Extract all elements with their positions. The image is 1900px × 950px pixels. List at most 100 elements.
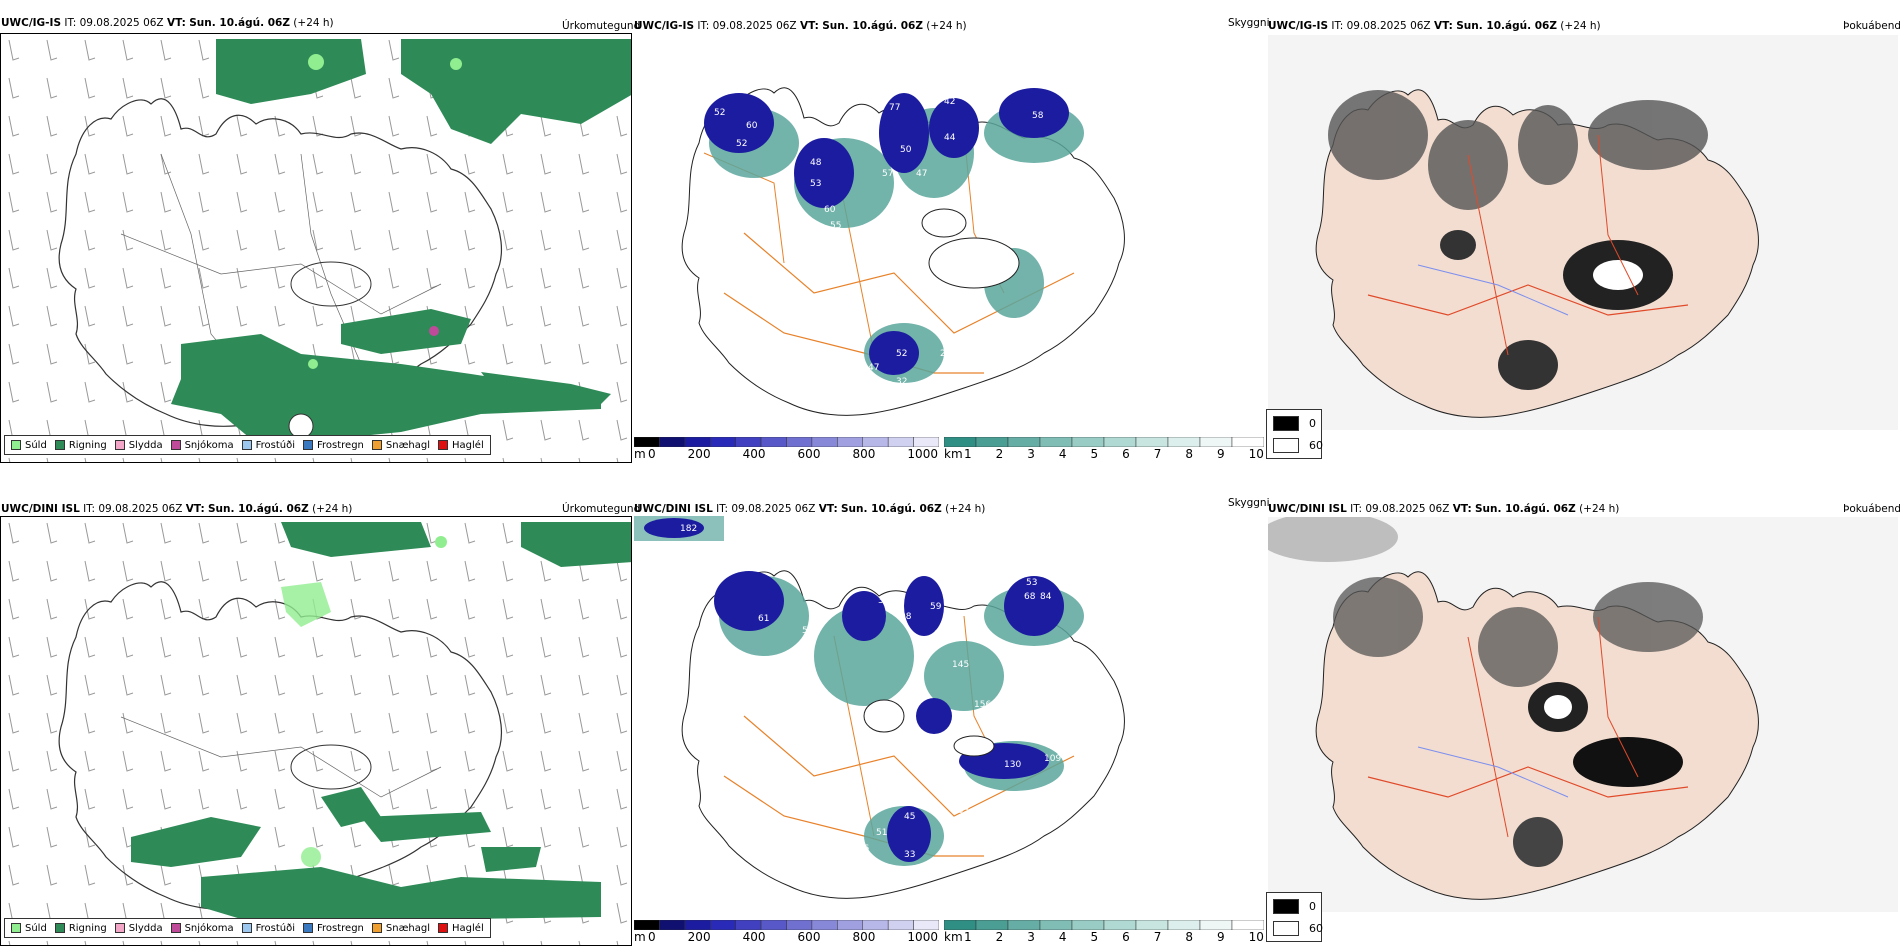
cloud-label: 60 <box>746 121 758 131</box>
tick: 1000 <box>907 930 938 944</box>
colorbar-segment <box>735 920 762 930</box>
cloud-map[interactable]: 182 98 132 61 594 335 98 59 69 51 50 53 … <box>634 516 1264 916</box>
colorbar-segment <box>862 920 889 930</box>
cloud-label: 216 <box>852 844 870 854</box>
colorbar-segment <box>786 920 813 930</box>
visibility-tag: Skyggni <box>1228 497 1270 509</box>
colorbar-segment <box>735 437 762 447</box>
colorbar-segment <box>1103 920 1137 930</box>
cloud-height-colorbar: m 0 200 400 600 800 1000 <box>634 920 939 944</box>
tick: 10 <box>1248 930 1264 944</box>
colorbar-segment <box>684 437 711 447</box>
cloud-height-bar-svg <box>634 437 939 447</box>
legend-item: Rigning <box>54 922 107 934</box>
colorbar-segment <box>975 437 1009 447</box>
colorbar-segment <box>1071 437 1105 447</box>
cloud-label: 156 <box>974 700 992 710</box>
it-prefix: IT: <box>64 17 77 29</box>
row-ig: UWC/IG-IS IT: 09.08.2025 06Z VT: Sun. 10… <box>0 0 1900 463</box>
tick: 600 <box>797 447 821 461</box>
legend-label: Slydda <box>128 922 163 934</box>
vis-legend-row: 60 <box>1273 438 1323 453</box>
fog-map[interactable] <box>1268 517 1898 912</box>
iceland-outline <box>58 98 502 427</box>
cloud-label: 84 <box>1040 592 1052 602</box>
cloud-label: 98 <box>774 534 786 544</box>
cloud-labels: 182 98 132 61 594 335 98 59 69 51 50 53 … <box>634 516 1264 916</box>
legend-item: Rigning <box>54 440 107 451</box>
cloud-label: 109 <box>1044 754 1062 764</box>
it-prefix: IT: <box>1331 20 1344 32</box>
legend-item: Haglél <box>438 440 484 451</box>
model-name: UWC/IG-IS <box>1 17 62 29</box>
colorbar-segment <box>887 920 914 930</box>
precip-type-map[interactable]: Súld Rigning Slydda Snjókoma Frostúði Fr… <box>0 516 632 946</box>
cloud-label: 53 <box>1026 578 1038 588</box>
cloud-label: 78 <box>1090 618 1102 628</box>
visibility-legend: 0 60 <box>1266 892 1323 942</box>
legend-item: Snæhagl <box>371 922 431 934</box>
colorbar-segment <box>1007 920 1041 930</box>
vis-legend-row: 0 <box>1273 899 1316 914</box>
legend-item: Frostregn <box>303 923 364 934</box>
cloud-label: 118 <box>986 199 1004 209</box>
tick: 1 <box>964 447 972 461</box>
vt-prefix: VT: <box>818 503 838 515</box>
cloud-svg <box>634 516 1125 899</box>
cloud-height-unit: m <box>634 930 646 944</box>
lead-time: (+24 h) <box>293 17 334 29</box>
cloud-height-ticks: 0 200 400 600 800 1000 <box>648 930 938 944</box>
it-value: 09.08.2025 06Z <box>1346 20 1431 32</box>
legend-item: Snjókoma <box>170 440 234 451</box>
vt-prefix: VT: <box>1433 20 1453 32</box>
legend-label: Haglél <box>452 439 484 451</box>
cloud-base-unit: km <box>944 447 963 461</box>
cloud-label: 88 <box>729 53 741 63</box>
precip-legend: Súld Rigning Slydda Snjókoma Frostúði Fr… <box>4 918 491 938</box>
legend-label: Snæhagl <box>385 922 431 934</box>
precip-type-map[interactable]: Súld Rigning Slydda Snjókoma Frostúði Fr… <box>0 33 632 463</box>
legend-label: Súld <box>25 922 47 934</box>
it-value: 09.08.2025 06Z <box>98 503 183 515</box>
tick: 200 <box>687 930 711 944</box>
cloud-map[interactable]: 88 62 42 77 52 60 52 48 50 44 58 53 60 5… <box>634 33 1264 433</box>
legend-label: Snæhagl <box>385 439 431 451</box>
tick: 4 <box>1058 930 1067 944</box>
tick: 7 <box>1153 447 1162 461</box>
cloud-label: 52 <box>736 139 748 149</box>
fog-map[interactable] <box>1268 35 1898 430</box>
vis-swatch <box>1273 921 1299 936</box>
cloud-label: 33 <box>904 850 916 860</box>
precip-panel-header: UWC/IG-IS IT: 09.08.2025 06Z VT: Sun. 10… <box>1 17 334 29</box>
legend-swatch <box>371 923 382 933</box>
it-prefix: IT: <box>83 503 96 515</box>
cloud-base-bar-svg <box>944 437 1264 447</box>
tick: 2 <box>995 930 1004 944</box>
colorbar-segment <box>862 437 889 447</box>
cloud-label: 60 <box>824 205 836 215</box>
tick: 6 <box>1122 447 1130 461</box>
legend-item: Slydda <box>114 922 163 934</box>
it-prefix: IT: <box>716 503 729 515</box>
colorbar-segment <box>1071 920 1105 930</box>
colorbar-segment <box>1231 920 1264 930</box>
legend-swatch <box>241 923 252 933</box>
tick: 400 <box>742 930 766 944</box>
colorbar-segment <box>1039 437 1073 447</box>
cloud-base-ticks: 1 2 3 4 5 6 7 8 9 10 <box>964 930 1264 944</box>
cloud-label: 296 <box>1054 293 1072 303</box>
legend-swatch <box>114 440 125 450</box>
legend-label: Rigning <box>68 922 107 934</box>
colorbar-segment <box>710 437 736 447</box>
lead-time: (+24 h) <box>1579 503 1620 515</box>
vis-label: 0 <box>1309 417 1316 430</box>
fog-tag: Þokuábendi <box>1843 503 1900 515</box>
cloud-label: 132 <box>806 592 824 602</box>
it-value: 09.08.2025 06Z <box>79 17 164 29</box>
tick: 0 <box>648 447 656 461</box>
cloud-label: 55 <box>830 221 842 231</box>
precip-type-svg <box>1 517 631 945</box>
colorbar-segment <box>1199 437 1233 447</box>
lead-time: (+24 h) <box>945 503 986 515</box>
colorbar-segment <box>1231 437 1264 447</box>
